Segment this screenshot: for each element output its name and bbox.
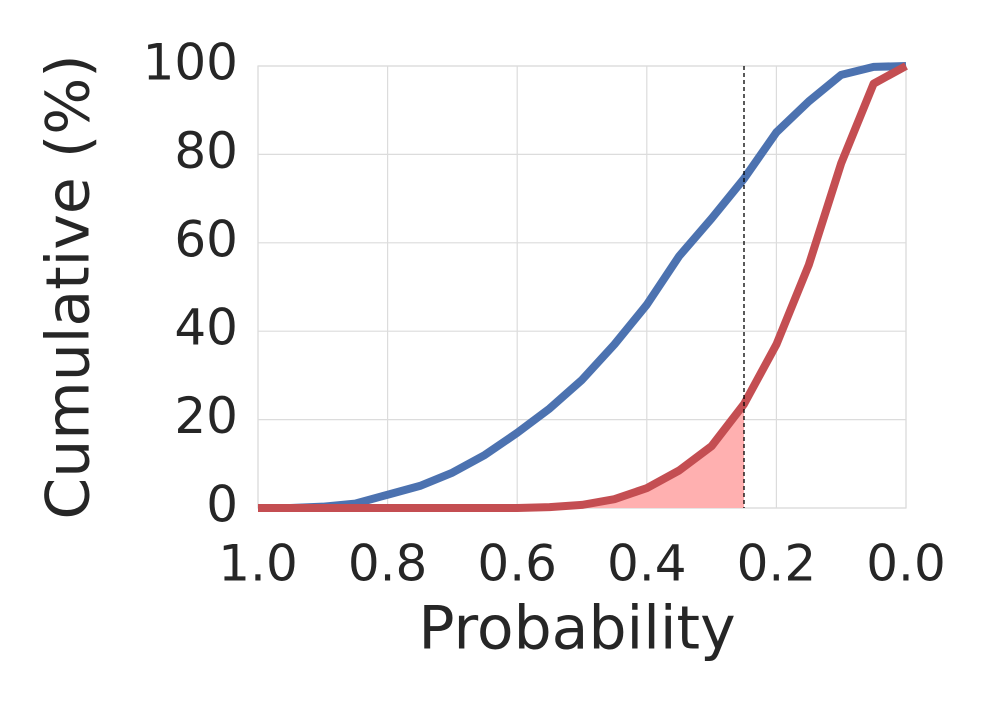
y-tick-label: 40 — [174, 299, 238, 357]
x-tick-label: 0.0 — [866, 535, 946, 593]
y-tick-label: 0 — [206, 476, 238, 534]
y-axis-label: Cumulative (%) — [34, 54, 104, 519]
x-axis-label: Probability — [418, 594, 735, 664]
y-tick-label: 100 — [143, 34, 238, 92]
x-tick-label: 0.8 — [348, 535, 428, 593]
y-tick-label: 80 — [174, 122, 238, 180]
x-tick-label: 0.2 — [737, 535, 817, 593]
plot-frame — [257, 65, 907, 509]
data-line — [258, 62, 907, 512]
data-line — [258, 62, 908, 512]
y-tick-label: 20 — [174, 387, 238, 445]
x-tick-label: 1.0 — [218, 535, 298, 593]
shaded-area — [258, 404, 744, 508]
y-tick-label: 60 — [174, 210, 238, 268]
x-tick-label: 0.6 — [477, 535, 557, 593]
x-tick-label: 0.4 — [607, 535, 687, 593]
